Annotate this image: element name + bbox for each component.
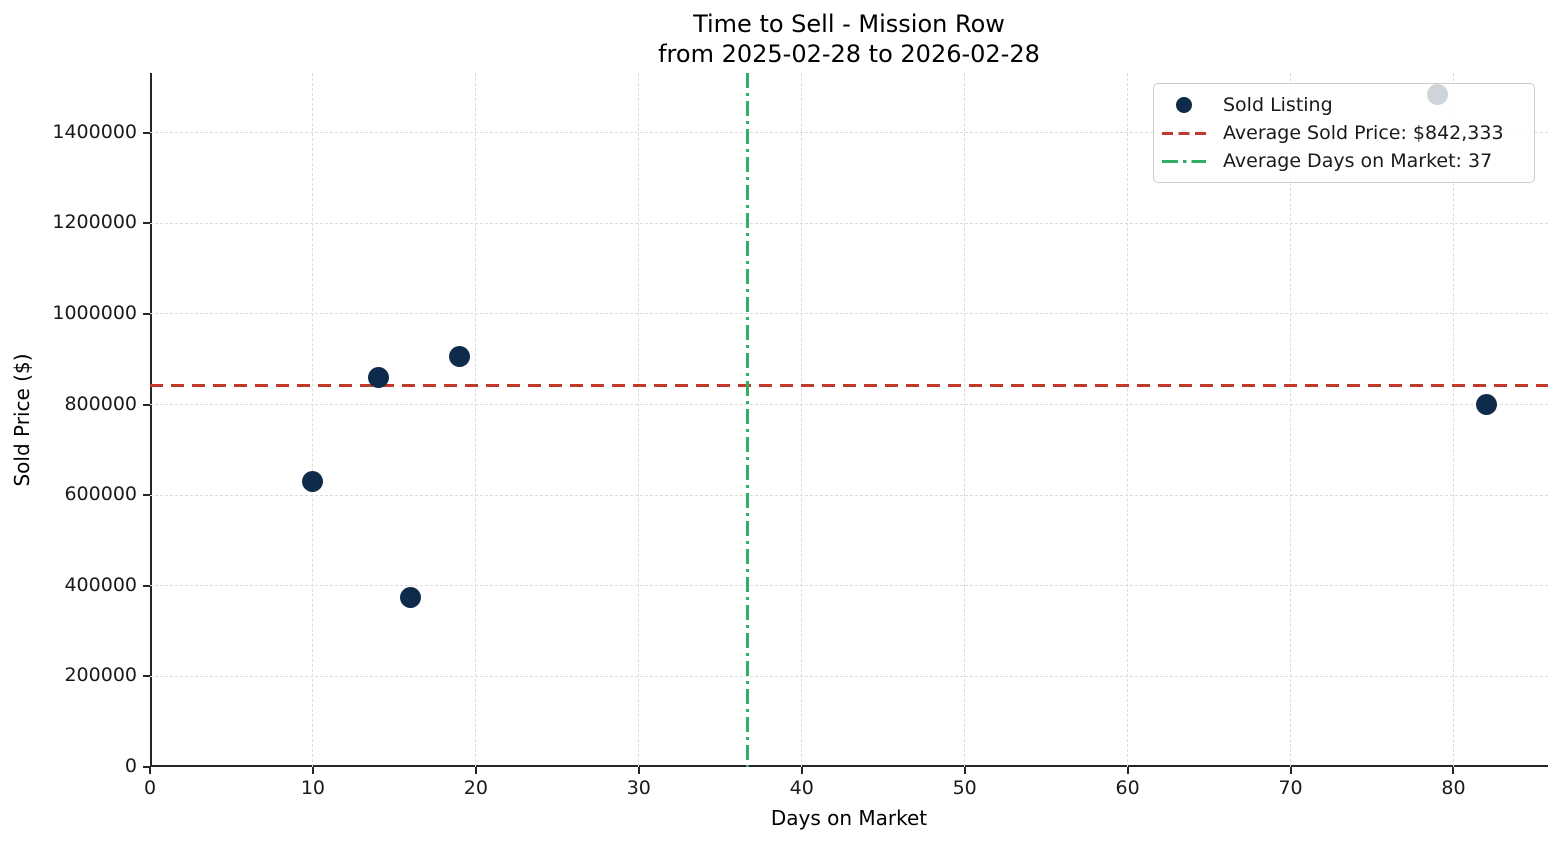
x-gridline <box>801 73 803 767</box>
data-point <box>302 471 324 493</box>
y-tick-mark <box>143 584 150 587</box>
x-tick-label: 70 <box>1278 777 1303 799</box>
legend-item-average-days-on-market: Average Days on Market: 37 <box>1162 147 1524 175</box>
x-gridline <box>312 73 314 767</box>
x-tick-label: 30 <box>626 777 651 799</box>
y-tick-label: 600000 <box>64 483 137 506</box>
x-tick-label: 40 <box>789 777 814 799</box>
y-gridline <box>150 313 1548 315</box>
y-gridline <box>150 404 1548 405</box>
y-tick-mark <box>143 222 150 225</box>
data-point <box>1475 394 1497 415</box>
data-point <box>367 366 389 388</box>
y-tick-label: 1400000 <box>52 120 137 143</box>
y-tick-mark <box>143 766 150 768</box>
average-days-on-market-line <box>745 73 749 767</box>
legend-item-average-sold-price: Average Sold Price: $842,333 <box>1162 119 1524 147</box>
x-tick-label: 0 <box>143 777 157 799</box>
x-axis-label: Days on Market <box>770 806 928 830</box>
plot-area <box>150 73 1548 767</box>
x-gridline <box>1290 73 1292 767</box>
y-tick-mark <box>143 131 150 134</box>
x-gridline <box>1127 73 1129 767</box>
x-tick-mark <box>1289 767 1292 774</box>
x-tick-mark <box>474 767 477 774</box>
x-tick-label: 10 <box>300 777 326 799</box>
y-tick-mark <box>143 675 150 678</box>
y-gridline <box>150 494 1548 496</box>
average-sold-price-line <box>150 383 1548 387</box>
y-gridline <box>150 675 1548 677</box>
x-tick-label: 80 <box>1441 777 1466 799</box>
x-tick-label: 60 <box>1115 777 1140 799</box>
x-tick-mark <box>963 767 966 774</box>
legend-label: Average Days on Market: 37 <box>1223 150 1493 172</box>
y-tick-mark <box>143 403 150 406</box>
x-tick-mark <box>800 767 803 774</box>
chart-title-line1: Time to Sell - Mission Row <box>693 10 1005 38</box>
data-point <box>449 346 471 368</box>
y-tick-label: 400000 <box>64 573 137 596</box>
y-tick-label: 1200000 <box>52 211 137 234</box>
legend-label: Average Sold Price: $842,333 <box>1223 122 1504 144</box>
y-tick-mark <box>143 494 150 497</box>
x-gridline <box>1452 73 1454 767</box>
chart-title-line2: from 2025-02-28 to 2026-02-28 <box>658 40 1040 68</box>
chart-title: Time to Sell - Mission Row from 2025-02-… <box>150 9 1548 69</box>
y-tick-label: 0 <box>124 755 137 777</box>
dashdot-line-marker-icon <box>1162 159 1206 163</box>
x-tick-mark <box>311 767 314 774</box>
x-tick-mark <box>1126 767 1129 774</box>
x-gridline <box>638 73 640 767</box>
legend-label: Sold Listing <box>1223 94 1333 116</box>
y-gridline <box>150 132 1548 134</box>
y-tick-label: 1000000 <box>52 301 137 324</box>
y-gridline <box>150 585 1548 587</box>
data-point <box>400 586 422 608</box>
y-gridline <box>150 222 1548 224</box>
x-tick-mark <box>149 767 151 774</box>
y-tick-label: 200000 <box>64 664 137 687</box>
x-tick-mark <box>1452 767 1455 774</box>
x-tick-mark <box>637 767 640 774</box>
y-tick-mark <box>143 312 150 315</box>
y-tick-label: 800000 <box>64 392 137 415</box>
x-tick-label: 50 <box>952 777 977 799</box>
x-gridline <box>475 73 477 767</box>
legend: Sold Listing Average Sold Price: $842,33… <box>1153 83 1535 183</box>
circle-marker-icon <box>1162 97 1206 113</box>
x-gridline <box>964 73 966 767</box>
legend-item-sold-listing: Sold Listing <box>1162 91 1524 119</box>
x-tick-label: 20 <box>463 777 488 799</box>
y-axis-label: Sold Price ($) <box>10 353 34 487</box>
dashed-line-marker-icon <box>1162 131 1206 135</box>
